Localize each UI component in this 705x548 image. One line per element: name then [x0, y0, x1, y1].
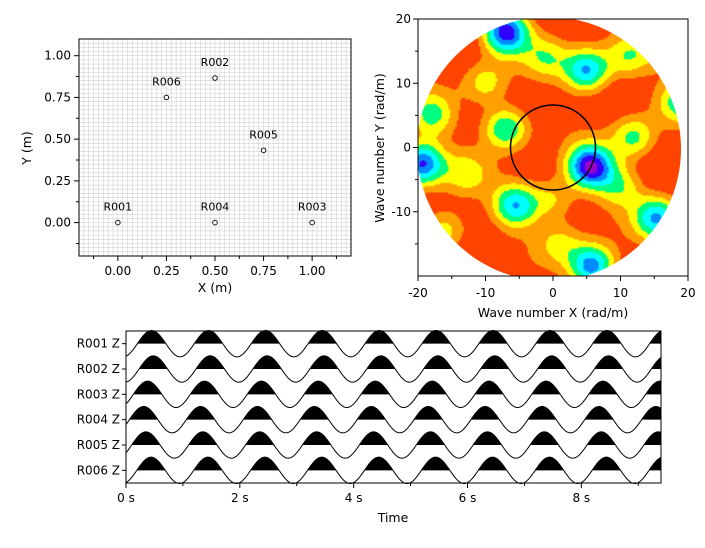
fk-x-tick-label: 10: [613, 286, 628, 300]
map-x-tick-label: 0.75: [250, 264, 277, 278]
trace-line: [125, 456, 662, 485]
station-map-panel: 0.00 0.25 0.50 0.75 1.00 0.00 0.25 0.50 0.75 1.0…: [19, 38, 352, 295]
trace-line: [125, 405, 662, 434]
waveform-traces: R001 Z R002 Z R003 Z R004 Z R005 Z R006 Z: [77, 329, 662, 485]
map-y-tick-label: 0.75: [44, 90, 71, 104]
trace-label: R003 Z: [77, 387, 120, 401]
fk-x-tick-label: -20: [408, 286, 428, 300]
station-marker: [163, 94, 170, 101]
fk-plot-area: [418, 19, 681, 276]
trace-label: R001 Z: [77, 337, 120, 351]
station-label: R006: [152, 75, 181, 88]
waveform-frame: [125, 330, 662, 484]
trace-fill: [126, 330, 661, 344]
fk-y-tick-label: 10: [396, 76, 411, 90]
trace-line: [125, 329, 662, 358]
fk-x-axis-label: Wave number X (rad/m): [478, 305, 628, 320]
fk-heatmap-image: [418, 19, 681, 276]
map-y-tick-label: 0.50: [44, 132, 71, 146]
trace-fill: [126, 457, 661, 471]
trace-label: R004 Z: [77, 413, 120, 427]
station-label: R004: [201, 201, 230, 214]
trace-label: R002 Z: [77, 362, 120, 376]
map-x-tick-label: 0.25: [153, 264, 180, 278]
station-label: R001: [104, 201, 133, 214]
station-label: R003: [298, 201, 327, 214]
map-y-ticks: 0.00 0.25 0.50 0.75 1.00: [44, 49, 79, 244]
fk-spectrum-panel: -20 -10 0 10 20 -10 0 10 20 Wave number X (rad/…: [372, 12, 696, 320]
trace-line: [125, 380, 662, 409]
trace-line: [125, 355, 662, 383]
map-y-axis-label: Y (m): [19, 131, 34, 166]
waveform-panel: R001 Z R002 Z R003 Z R004 Z R005 Z R006 Z 0 s…: [77, 329, 662, 525]
fk-x-tick-label: -10: [476, 286, 496, 300]
fk-y-axis-label: Wave number Y (rad/m): [372, 73, 387, 223]
trace-fill: [126, 355, 661, 369]
station-marker: [115, 219, 121, 226]
map-stations: R001 R002 R003 R004 R005 R006: [104, 56, 327, 226]
fk-x-ticks: -20 -10 0 10 20: [408, 276, 696, 300]
waveform-x-tick-label: 2 s: [231, 491, 249, 505]
waveform-x-tick-label: 8 s: [572, 491, 590, 505]
fk-reference-circle: [509, 104, 597, 191]
station-marker: [309, 219, 315, 226]
station-label: R002: [201, 56, 230, 69]
waveform-x-tick-label: 6 s: [459, 491, 477, 505]
trace-label: R005 Z: [77, 438, 120, 452]
fk-y-tick-label: 20: [396, 12, 411, 26]
map-y-tick-label: 1.00: [44, 49, 71, 63]
map-x-tick-label: 1.00: [299, 264, 326, 278]
station-marker: [212, 219, 218, 226]
waveform-x-tick-label: 0 s: [117, 491, 135, 505]
trace-fill: [126, 431, 661, 445]
map-x-axis-label: X (m): [198, 280, 232, 295]
station-marker: [260, 147, 267, 154]
trace-line: [125, 431, 662, 459]
station-marker: [212, 75, 218, 81]
trace-fill: [126, 406, 661, 420]
fk-y-tick-label: 0: [403, 141, 411, 155]
waveform-x-axis-label: Time: [377, 510, 409, 525]
waveform-x-ticks: 0 s 2 s 4 s 6 s 8 s: [117, 483, 639, 505]
waveform-x-tick-label: 4 s: [345, 491, 363, 505]
fk-x-tick-label: 20: [680, 286, 695, 300]
station-label: R005: [249, 128, 278, 141]
fk-y-tick-label: -10: [391, 205, 411, 219]
map-x-ticks: 0.00 0.25 0.50 0.75 1.00: [93, 256, 337, 278]
map-y-tick-label: 0.25: [44, 174, 71, 188]
map-y-tick-label: 0.00: [44, 216, 71, 230]
map-x-tick-label: 0.00: [104, 264, 131, 278]
map-x-tick-label: 0.50: [202, 264, 229, 278]
trace-label: R006 Z: [77, 463, 120, 477]
fk-y-ticks: -10 0 10 20: [391, 12, 418, 245]
trace-fill: [126, 381, 661, 395]
fk-x-tick-label: 0: [549, 286, 557, 300]
